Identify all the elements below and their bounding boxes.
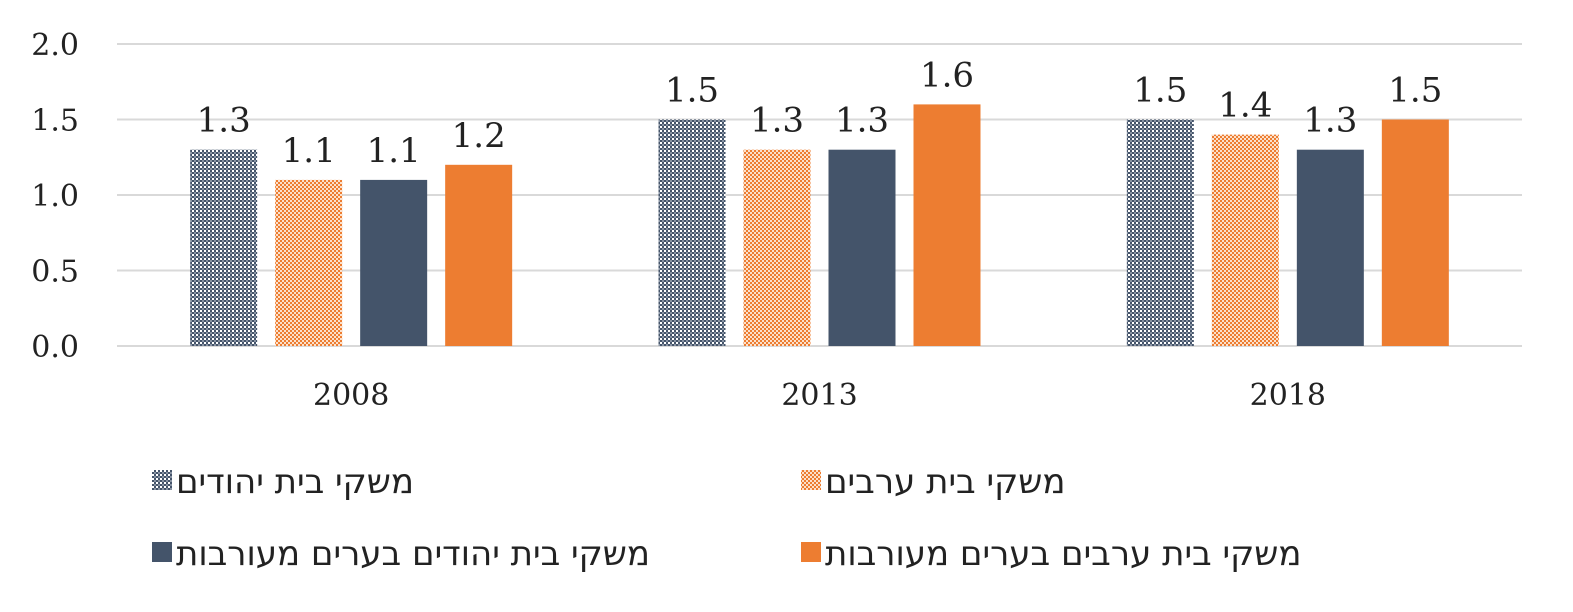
data-label: 1.5 [1388,71,1442,111]
data-label: 1.2 [452,116,506,156]
data-label: 1.6 [920,55,974,95]
data-label: 1.5 [1133,71,1187,111]
x-axis: 2008 2013 2018 [313,378,1326,413]
bar [1126,119,1194,346]
bar [828,149,896,346]
x-tick-label: 2013 [781,378,857,413]
data-label: 1.3 [750,101,804,141]
bar [913,104,981,347]
legend-label: משקי בית ערבים [825,462,1065,502]
y-tick-label: 0.0 [31,330,79,365]
legend-label: משקי בית יהודים [176,462,414,502]
data-label: 1.3 [197,101,251,141]
x-tick-label: 2018 [1250,378,1326,413]
data-label: 1.1 [367,131,421,171]
data-label: 1.4 [1218,86,1272,126]
bar [275,179,343,346]
y-tick-label: 1.5 [31,104,79,139]
bars [190,104,1449,347]
bar [1296,149,1364,346]
bar [658,119,726,346]
x-tick-label: 2008 [313,378,389,413]
y-tick-label: 0.5 [31,255,79,290]
legend-label: משקי בית יהודים בערים מעורבות [176,534,650,574]
bar [1211,134,1279,346]
legend-swatch [801,542,821,562]
data-label: 1.1 [282,131,336,171]
bar [743,149,811,346]
bar [1381,119,1449,346]
legend-swatch [152,470,172,490]
y-tick-label: 1.0 [31,179,79,214]
data-label: 1.5 [665,71,719,111]
bar [445,164,513,346]
legend-label: משקי בית ערבים בערים מעורבות [825,534,1301,574]
data-label: 1.3 [835,101,889,141]
y-axis: 0.0 0.5 1.0 1.5 2.0 [31,28,79,365]
legend: משקי בית יהודים משקי בית ערבים משקי בית יה… [152,462,1301,574]
bar [360,179,428,346]
legend-swatch [801,470,821,490]
data-labels: 1.3 1.1 1.1 1.2 1.5 1.3 1.3 1.6 1.5 1.4 1.3 1.5 [197,55,1443,170]
bar [190,149,258,346]
legend-swatch [152,542,172,562]
gridlines [117,43,1522,347]
y-tick-label: 2.0 [31,28,79,63]
data-label: 1.3 [1303,101,1357,141]
